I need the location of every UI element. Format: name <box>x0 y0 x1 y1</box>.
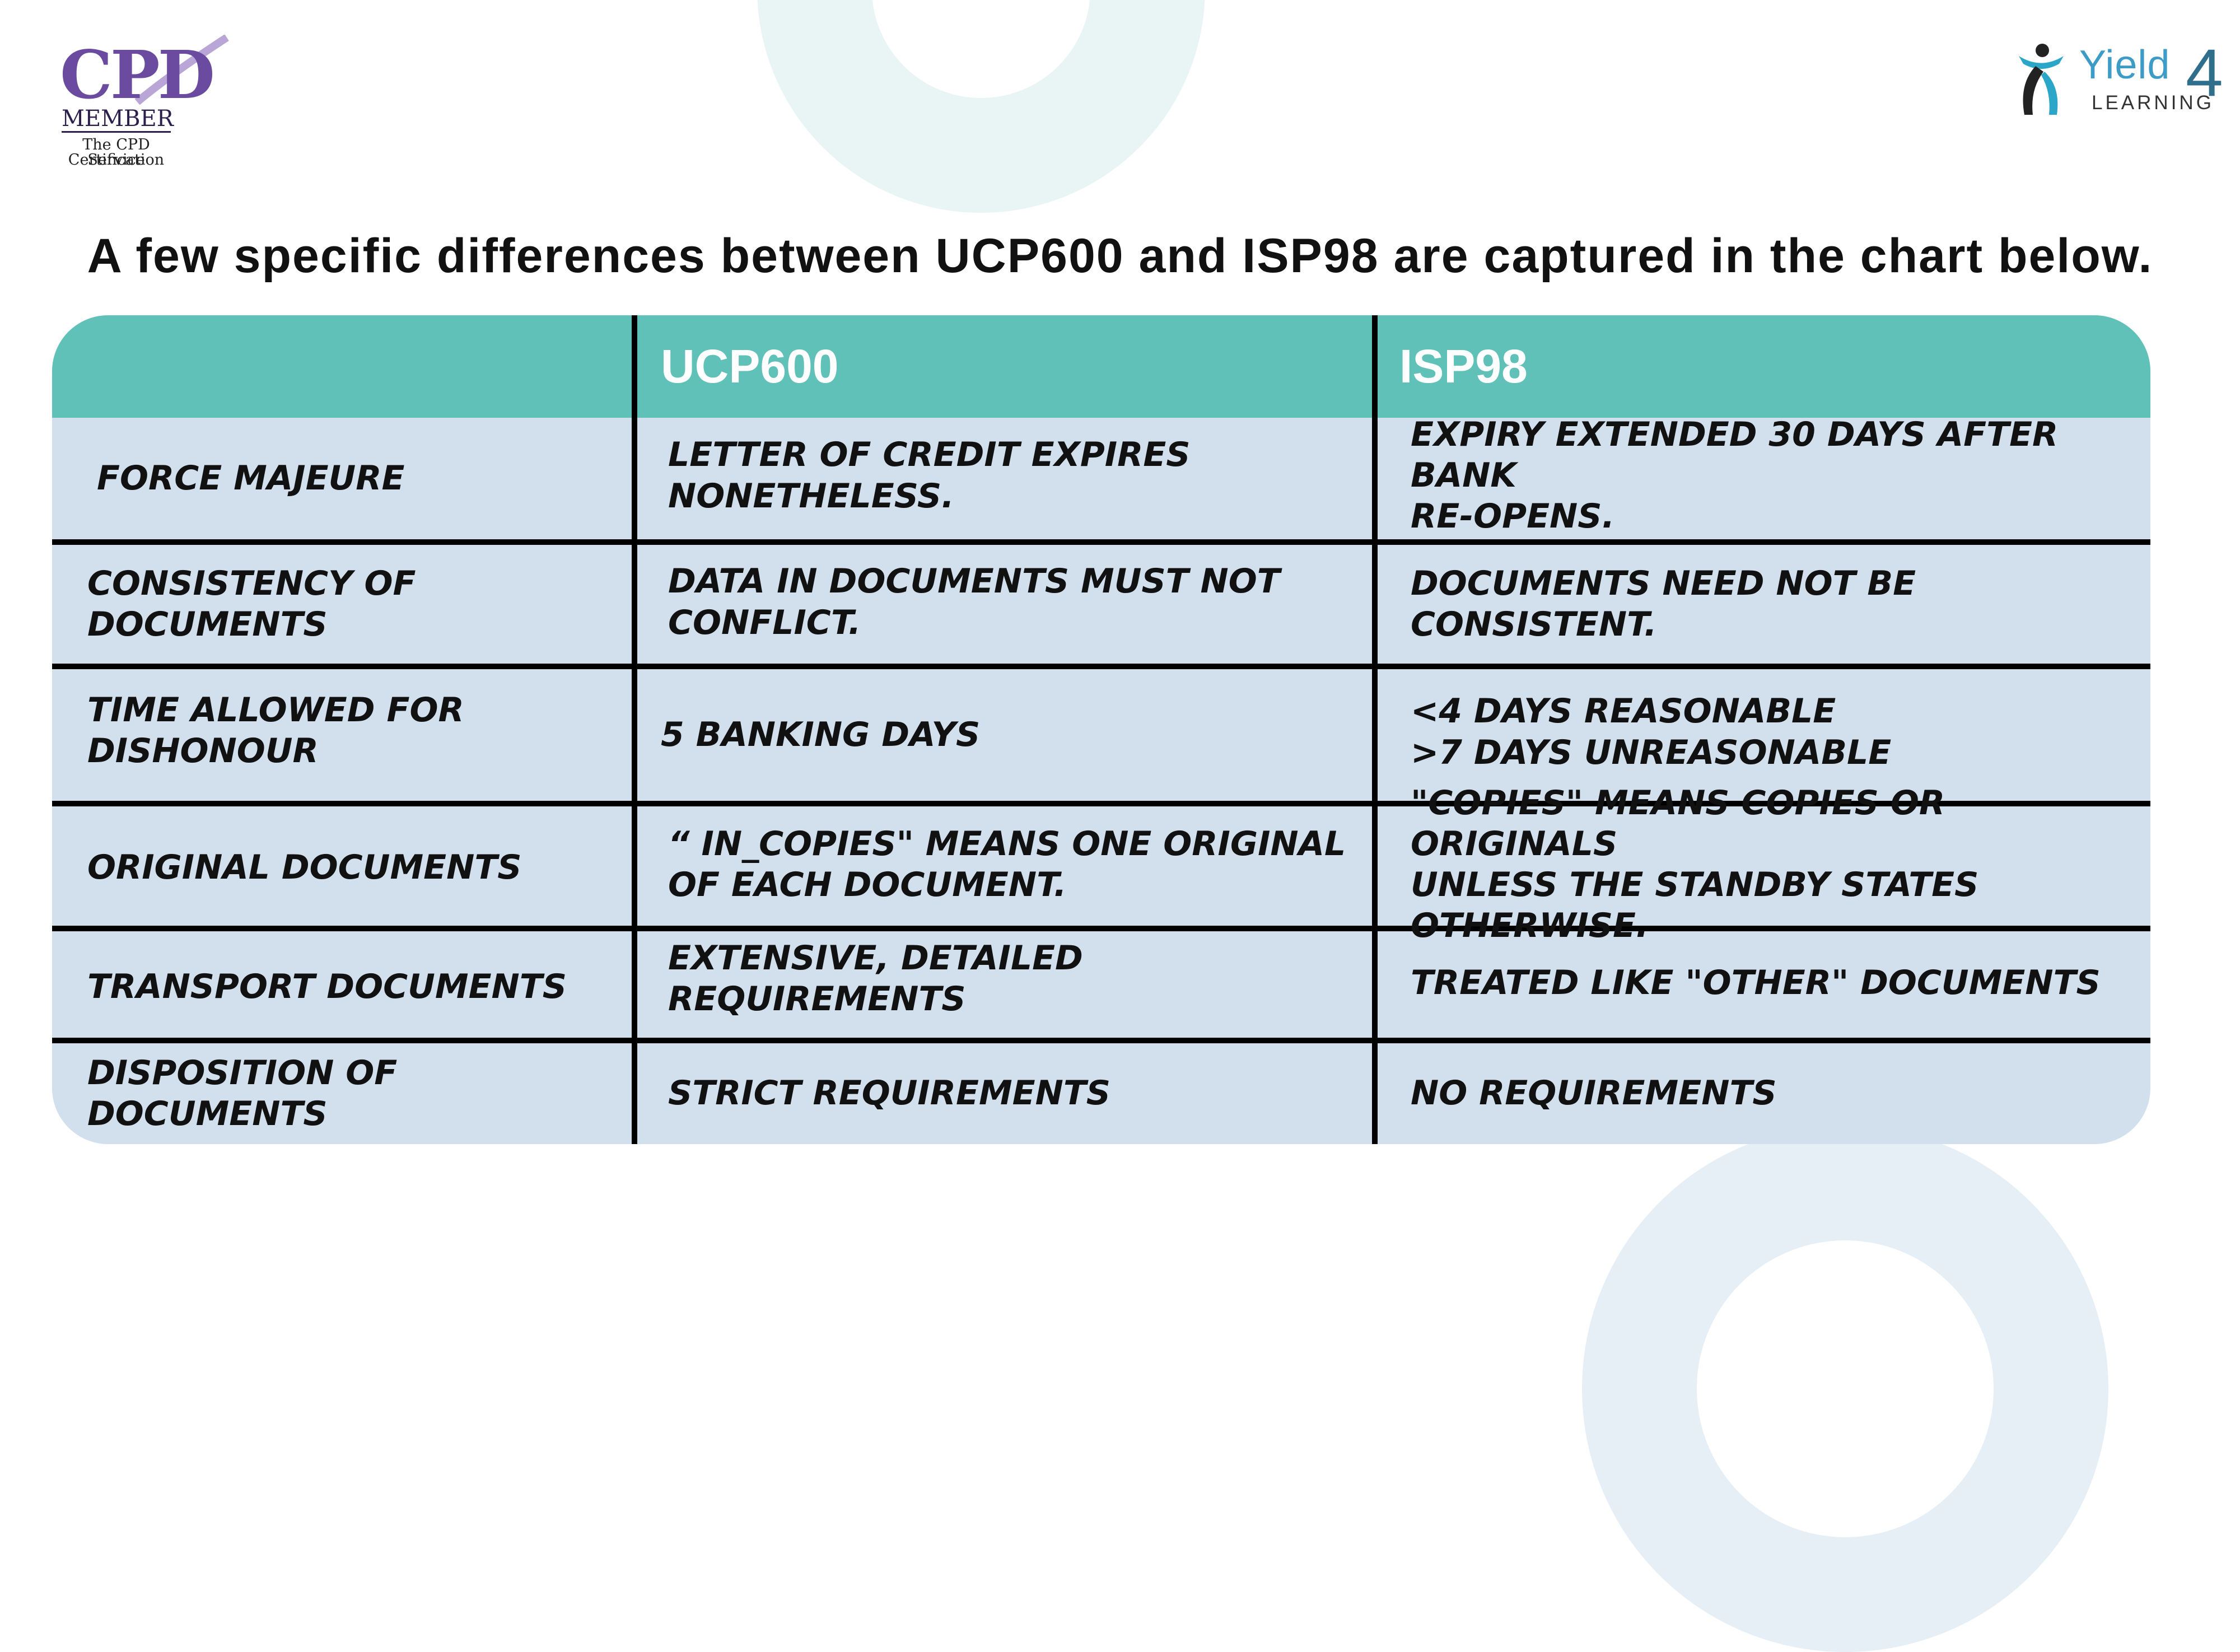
decorative-ring-bottom <box>1582 1126 2108 1652</box>
column-divider <box>632 315 637 1144</box>
cpd-swoosh-icon <box>134 35 229 105</box>
row-divider <box>52 926 2150 931</box>
column-divider <box>1372 315 1378 1144</box>
row-divider <box>52 1038 2150 1043</box>
header-cell-ucp600: UCP600 <box>661 340 839 393</box>
row-label-time-allowed: TIME ALLOWED FOR DISHONOUR <box>87 690 464 771</box>
cpd-subtitle-line1: The CPD Certification <box>68 136 165 169</box>
row-label-transport-documents: TRANSPORT DOCUMENTS <box>87 967 567 1007</box>
isp98-cell-force-majeure: EXPIRY EXTENDED 30 DAYS AFTER BANK RE-OP… <box>1411 414 2059 536</box>
isp98-cell-time-allowed: <4 DAYS REASONABLE >7 DAYS UNREASONABLE <box>1411 692 1892 772</box>
decorative-ring-top <box>757 0 1205 213</box>
row-label-disposition: DISPOSITION OF DOCUMENTS <box>87 1053 398 1133</box>
yield4-number: 4 <box>2186 35 2223 110</box>
row-divider <box>52 664 2150 669</box>
yield4-figure-icon <box>2019 44 2064 115</box>
ucp600-cell-original-documents: “ IN_COPIES" MEANS ONE ORIGINAL OF EACH … <box>668 824 1346 904</box>
yield4-learning-text: LEARNING <box>2092 92 2214 114</box>
cpd-member-logo: CPD MEMBER The CPD Certification Service <box>48 35 229 174</box>
ucp600-cell-force-majeure: LETTER OF CREDIT EXPIRES NONETHELESS. <box>668 435 1191 516</box>
header-cell-blank <box>52 315 634 418</box>
yield4-learning-logo: Yield 4 LEARNING <box>2008 35 2223 120</box>
isp98-cell-consistency: DOCUMENTS NEED NOT BE CONSISTENT. <box>1411 563 1916 644</box>
ucp600-cell-consistency: DATA IN DOCUMENTS MUST NOT CONFLICT. <box>668 562 1280 642</box>
ucp600-cell-time-allowed: 5 BANKING DAYS <box>661 715 981 754</box>
table-header-row: UCP600 ISP98 <box>52 315 2150 418</box>
ucp600-cell-disposition: STRICT REQUIREMENTS <box>668 1074 1110 1113</box>
cpd-mark: CPD <box>60 36 215 114</box>
isp98-cell-transport-documents: TREATED LIKE "OTHER" DOCUMENTS <box>1411 963 2101 1002</box>
cpd-member-text: MEMBER <box>62 106 174 133</box>
ucp600-cell-transport-documents: EXTENSIVE, DETAILED REQUIREMENTS <box>668 938 1083 1019</box>
header-cell-isp98: ISP98 <box>1399 340 1528 393</box>
row-label-original-documents: ORIGINAL DOCUMENTS <box>87 848 522 888</box>
row-divider <box>52 801 2150 806</box>
row-label-force-majeure: FORCE MAJEURE <box>97 458 405 498</box>
row-label-consistency: CONSISTENCY OF DOCUMENTS <box>87 563 416 644</box>
row-divider <box>52 539 2150 545</box>
cpd-subtitle-line2: Service <box>87 151 145 169</box>
isp98-cell-disposition: NO REQUIREMENTS <box>1411 1074 1777 1113</box>
yield4-word: Yield <box>2079 43 2171 87</box>
isp98-cell-original-documents: "COPIES" MEANS COPIES OR ORIGINALS UNLES… <box>1411 783 1979 946</box>
page-title: A few specific differences between UCP60… <box>87 229 2153 283</box>
comparison-table: UCP600 ISP98 FORCE MAJEURE LETTER OF CRE… <box>52 315 2150 1144</box>
